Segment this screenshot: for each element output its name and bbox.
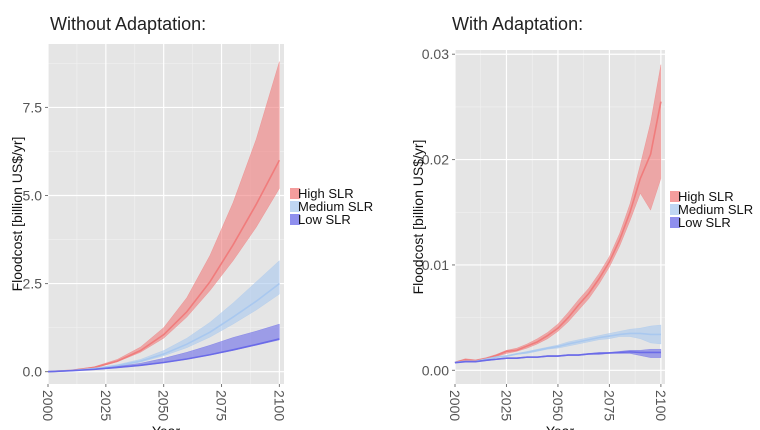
right-legend-key-medium-slr	[670, 204, 680, 215]
right-line-low-slr	[454, 351, 661, 364]
left-x-axis-title: Year	[152, 423, 181, 430]
left-legend-key-medium-slr	[290, 201, 300, 212]
left-x-tick-label: 2000	[40, 390, 56, 421]
left-x-tick-label: 2100	[271, 390, 287, 421]
right-ribbon-high-slr	[454, 64, 662, 364]
left-y-tick-label: 5.0	[23, 188, 43, 204]
left-legend-label-low-slr: Low SLR	[298, 212, 351, 227]
right-y-tick-label: 0.02	[422, 152, 449, 168]
right-x-tick-label: 2075	[601, 390, 617, 421]
right-line-medium-slr	[454, 332, 661, 364]
right-x-tick-label: 2100	[653, 390, 669, 421]
left-y-tick-label: 0.0	[23, 364, 43, 380]
left-x-tick-label: 2025	[98, 390, 114, 421]
right-chart: 0.00 0.01 0.02 0.03 2000 2025 2050 2075 2100 Year…	[410, 46, 753, 430]
right-legend-key-low-slr	[670, 217, 680, 228]
right-x-axis-title: Year	[546, 423, 575, 430]
left-y-axis-title: Floodcost [billion US$/yr]	[9, 137, 25, 292]
right-legend-label-low-slr: Low SLR	[678, 215, 731, 230]
right-x-tick-label: 2050	[550, 390, 566, 421]
right-legend-label-high-slr: High SLR	[678, 189, 734, 204]
right-y-axis-title: Floodcost [billion US$/yr]	[410, 140, 426, 295]
left-legend-key-high-slr	[290, 188, 300, 199]
left-line-low-slr	[47, 338, 280, 373]
chart-title-without-adaptation: Without Adaptation:	[50, 14, 207, 34]
right-x-tick-label: 2025	[498, 390, 514, 421]
left-legend-label-high-slr: High SLR	[298, 186, 354, 201]
right-legend-key-high-slr	[670, 191, 680, 202]
right-line-high-slr	[454, 101, 662, 364]
left-legend-key-low-slr	[290, 214, 300, 225]
left-x-tick-label: 2050	[156, 390, 172, 421]
right-legend-label-medium-slr: Medium SLR	[678, 202, 753, 217]
chart-title-with-adaptation: With Adaptation:	[452, 14, 584, 34]
left-y-tick-label: 2.5	[23, 276, 43, 292]
right-y-tick-label: 0.01	[422, 257, 449, 273]
left-y-tick-label: 7.5	[23, 99, 43, 115]
right-x-tick-label: 2000	[447, 390, 463, 421]
left-ribbon-high-slr	[47, 61, 280, 372]
left-legend-label-medium-slr: Medium SLR	[298, 199, 373, 214]
right-y-tick-label: 0.03	[422, 46, 449, 62]
right-y-tick-label: 0.00	[422, 362, 449, 378]
left-x-tick-label: 2075	[214, 390, 230, 421]
left-chart: 0.0 2.5 5.0 7.5 2000 2025 2050 2075 2100 Year Floo…	[9, 44, 373, 430]
